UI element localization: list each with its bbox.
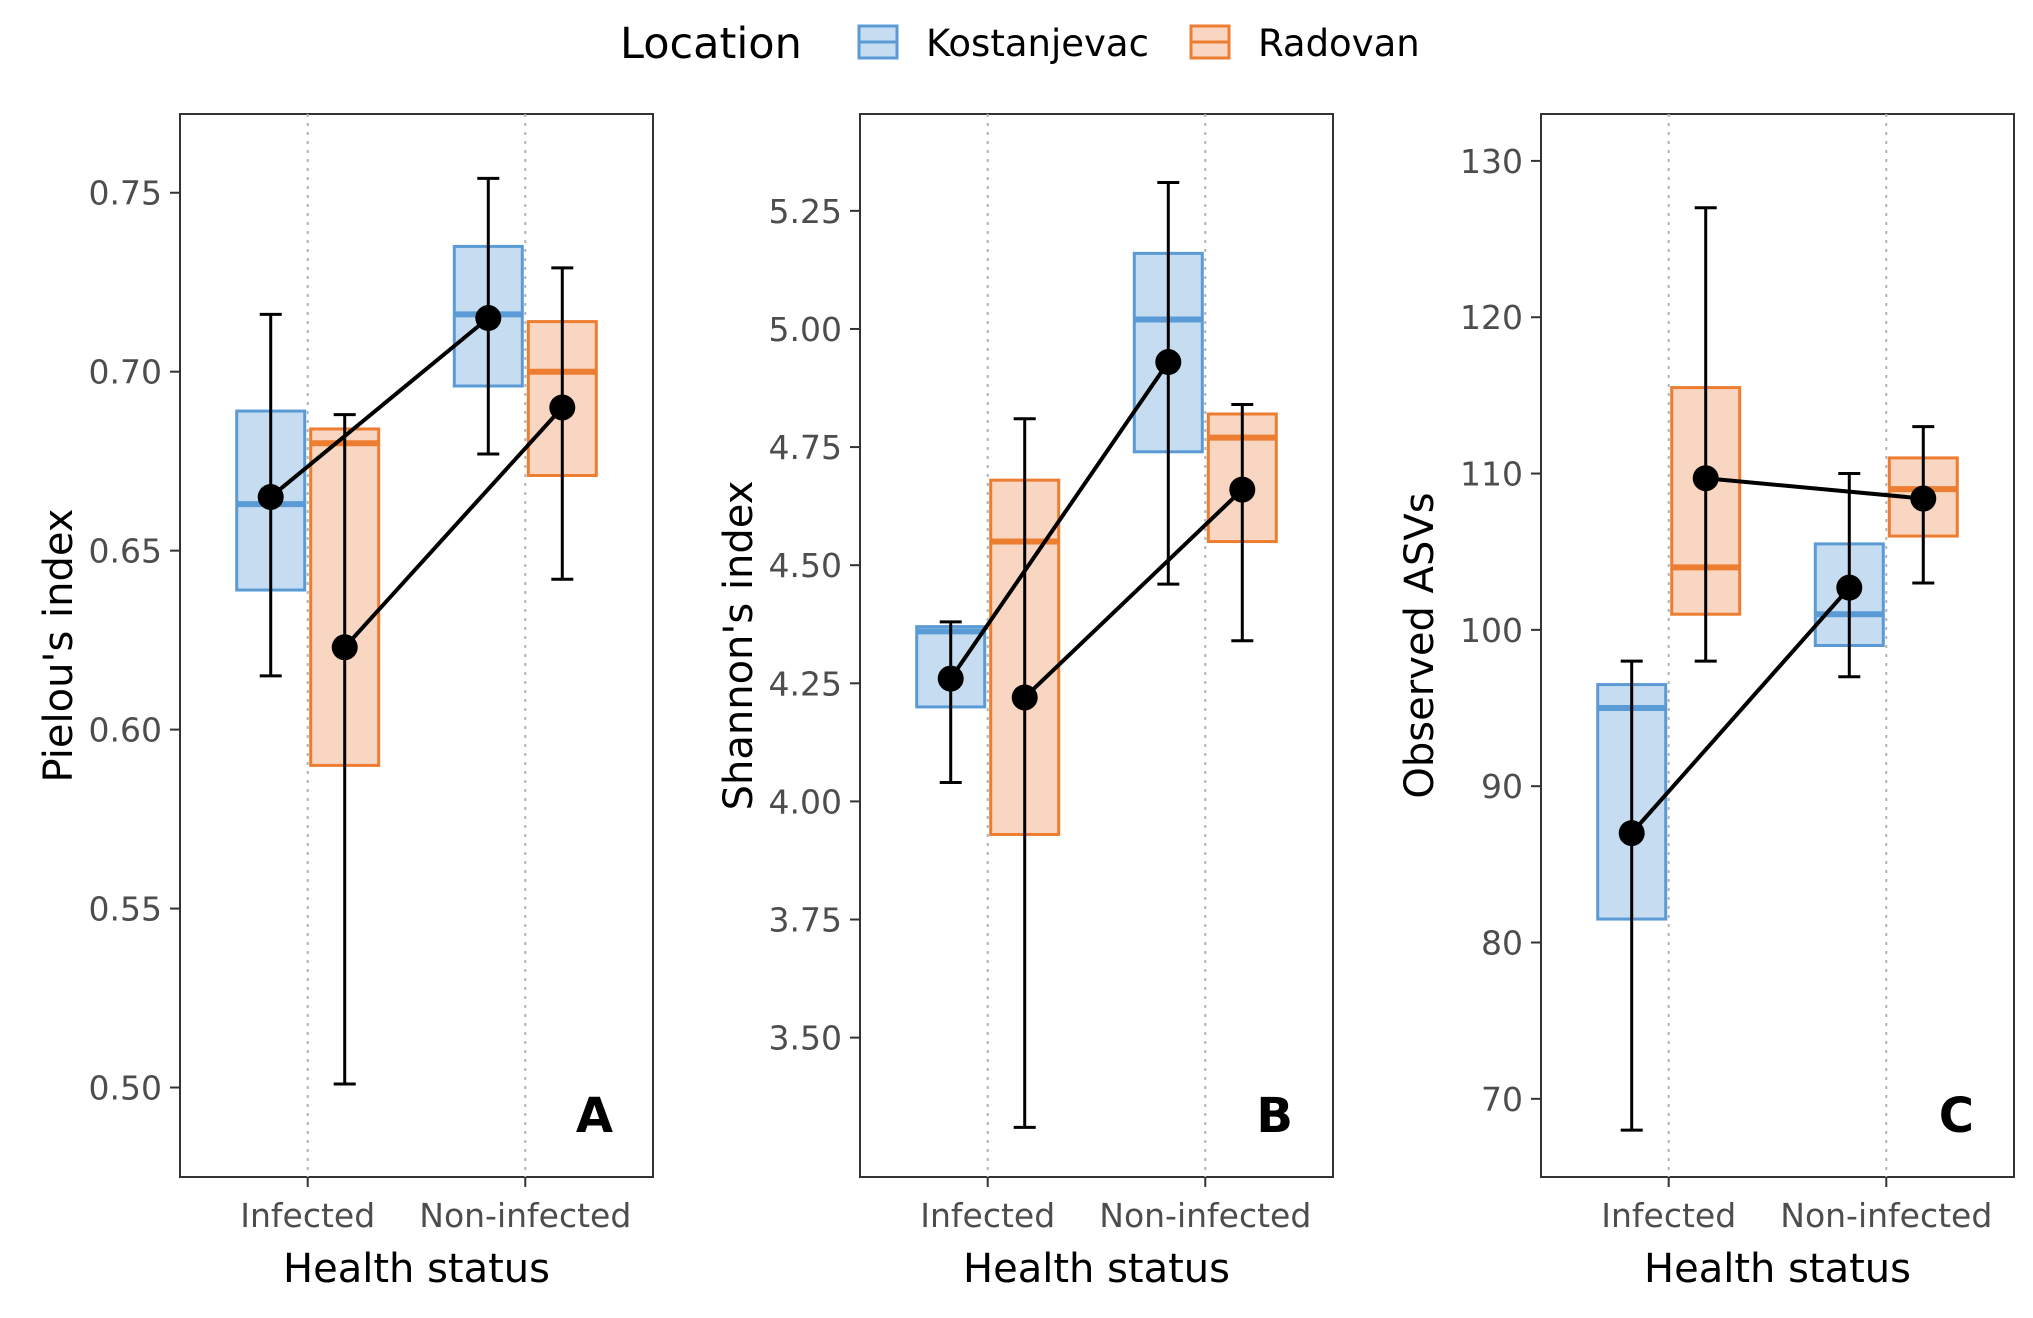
panel-a-mean-point-radovan (549, 394, 576, 421)
panel-a-ytick-label: 0.60 (89, 711, 162, 750)
panel-b-mean-point-kostanjevac (937, 665, 964, 692)
panel-c-mean-point-radovan (1692, 465, 1719, 492)
panel-a-plot-area (179, 113, 654, 1178)
panel-c-mean-point-kostanjevac (1618, 820, 1645, 847)
panel-a-y-axis-title: Pielou's index (36, 509, 82, 783)
panel-b-y-axis-title: Shannon's index (716, 481, 762, 811)
panel-b-mean-point-radovan (1011, 684, 1038, 711)
panel-b-letter: B (1256, 1088, 1293, 1144)
panel-c-letter: C (1939, 1088, 1974, 1144)
panel-b-ytick-label: 4.75 (769, 428, 842, 467)
panel-a-xtick-label: Infected (240, 1196, 375, 1235)
panel-c-x-axis-title: Health status (1644, 1246, 1911, 1292)
legend: Location Kostanjevac Radovan (620, 19, 1420, 69)
panel-b: 3.50 3.75 4.00 4.25 4.50 4.75 5.00 5.25 Infected… (716, 113, 1334, 1292)
panel-c-ytick-label: 130 (1460, 142, 1523, 181)
panel-a: 0.50 0.55 0.60 0.65 0.70 0.75 Infected Non-infe… (36, 113, 654, 1292)
panel-a-mean-line-radovan (343, 406, 564, 649)
panel-b-ytick-label: 3.50 (769, 1019, 842, 1058)
panel-a-mean-point-kostanjevac (257, 483, 284, 510)
panel-c-ytick-label: 70 (1481, 1080, 1523, 1119)
panel-b-ytick-label: 5.25 (769, 192, 842, 231)
panel-c-ytick-label: 110 (1460, 455, 1523, 494)
panel-c-xtick-label: Non-infected (1780, 1196, 1992, 1235)
panel-a-letter: A (576, 1088, 613, 1144)
panel-b-ytick-label: 3.75 (769, 901, 842, 940)
panel-b-x-axis-title: Health status (963, 1246, 1230, 1292)
legend-label-kostanjevac: Kostanjevac (926, 22, 1149, 65)
panels: 0.50 0.55 0.60 0.65 0.70 0.75 Infected Non-infe… (36, 113, 2015, 1292)
panel-b-xtick-label: Non-infected (1099, 1196, 1311, 1235)
panel-b-xtick-label: Infected (920, 1196, 1055, 1235)
panel-c-ytick-label: 120 (1460, 298, 1523, 337)
panel-c-ytick-label: 90 (1481, 767, 1523, 806)
panel-c-mean-point-kostanjevac (1836, 574, 1863, 601)
panel-c-plot-area (1540, 113, 2015, 1178)
panel-b-mean-line-kostanjevac (949, 360, 1170, 680)
panel-c: 70 80 90 100 110 120 130 Infected Non-infected He… (1397, 113, 2015, 1292)
panel-c-y-axis-title: Observed ASVs (1397, 492, 1443, 798)
panel-c-mean-line-kostanjevac (1630, 586, 1851, 835)
panel-c-mean-point-radovan (1910, 485, 1937, 512)
panel-a-mean-line-kostanjevac (269, 316, 490, 499)
panel-a-ytick-label: 0.55 (89, 890, 162, 929)
panel-a-mean-point-kostanjevac (475, 305, 502, 332)
panel-b-mean-line-radovan (1023, 488, 1244, 699)
panel-b-ytick-label: 4.50 (769, 546, 842, 585)
panel-a-mean-point-radovan (331, 634, 358, 661)
panel-b-ytick-label: 4.25 (769, 664, 842, 703)
panel-a-x-axis-title: Health status (283, 1246, 550, 1292)
legend-label-radovan: Radovan (1258, 22, 1420, 65)
panel-b-ytick-label: 5.00 (769, 310, 842, 349)
panel-b-ytick-label: 4.00 (769, 782, 842, 821)
panel-c-ytick-label: 100 (1460, 611, 1523, 650)
panel-a-ytick-label: 0.50 (89, 1069, 162, 1108)
panel-a-ytick-label: 0.65 (89, 532, 162, 571)
panel-a-ytick-label: 0.70 (89, 353, 162, 392)
panel-a-ytick-label: 0.75 (89, 174, 162, 213)
panel-c-xtick-label: Infected (1601, 1196, 1736, 1235)
panel-b-mean-point-kostanjevac (1155, 349, 1182, 376)
panel-a-xtick-label: Non-infected (419, 1196, 631, 1235)
panel-c-ytick-label: 80 (1481, 924, 1523, 963)
panel-b-mean-point-radovan (1229, 476, 1256, 503)
panel-c-mean-line-radovan (1705, 476, 1924, 501)
legend-title: Location (620, 19, 802, 69)
